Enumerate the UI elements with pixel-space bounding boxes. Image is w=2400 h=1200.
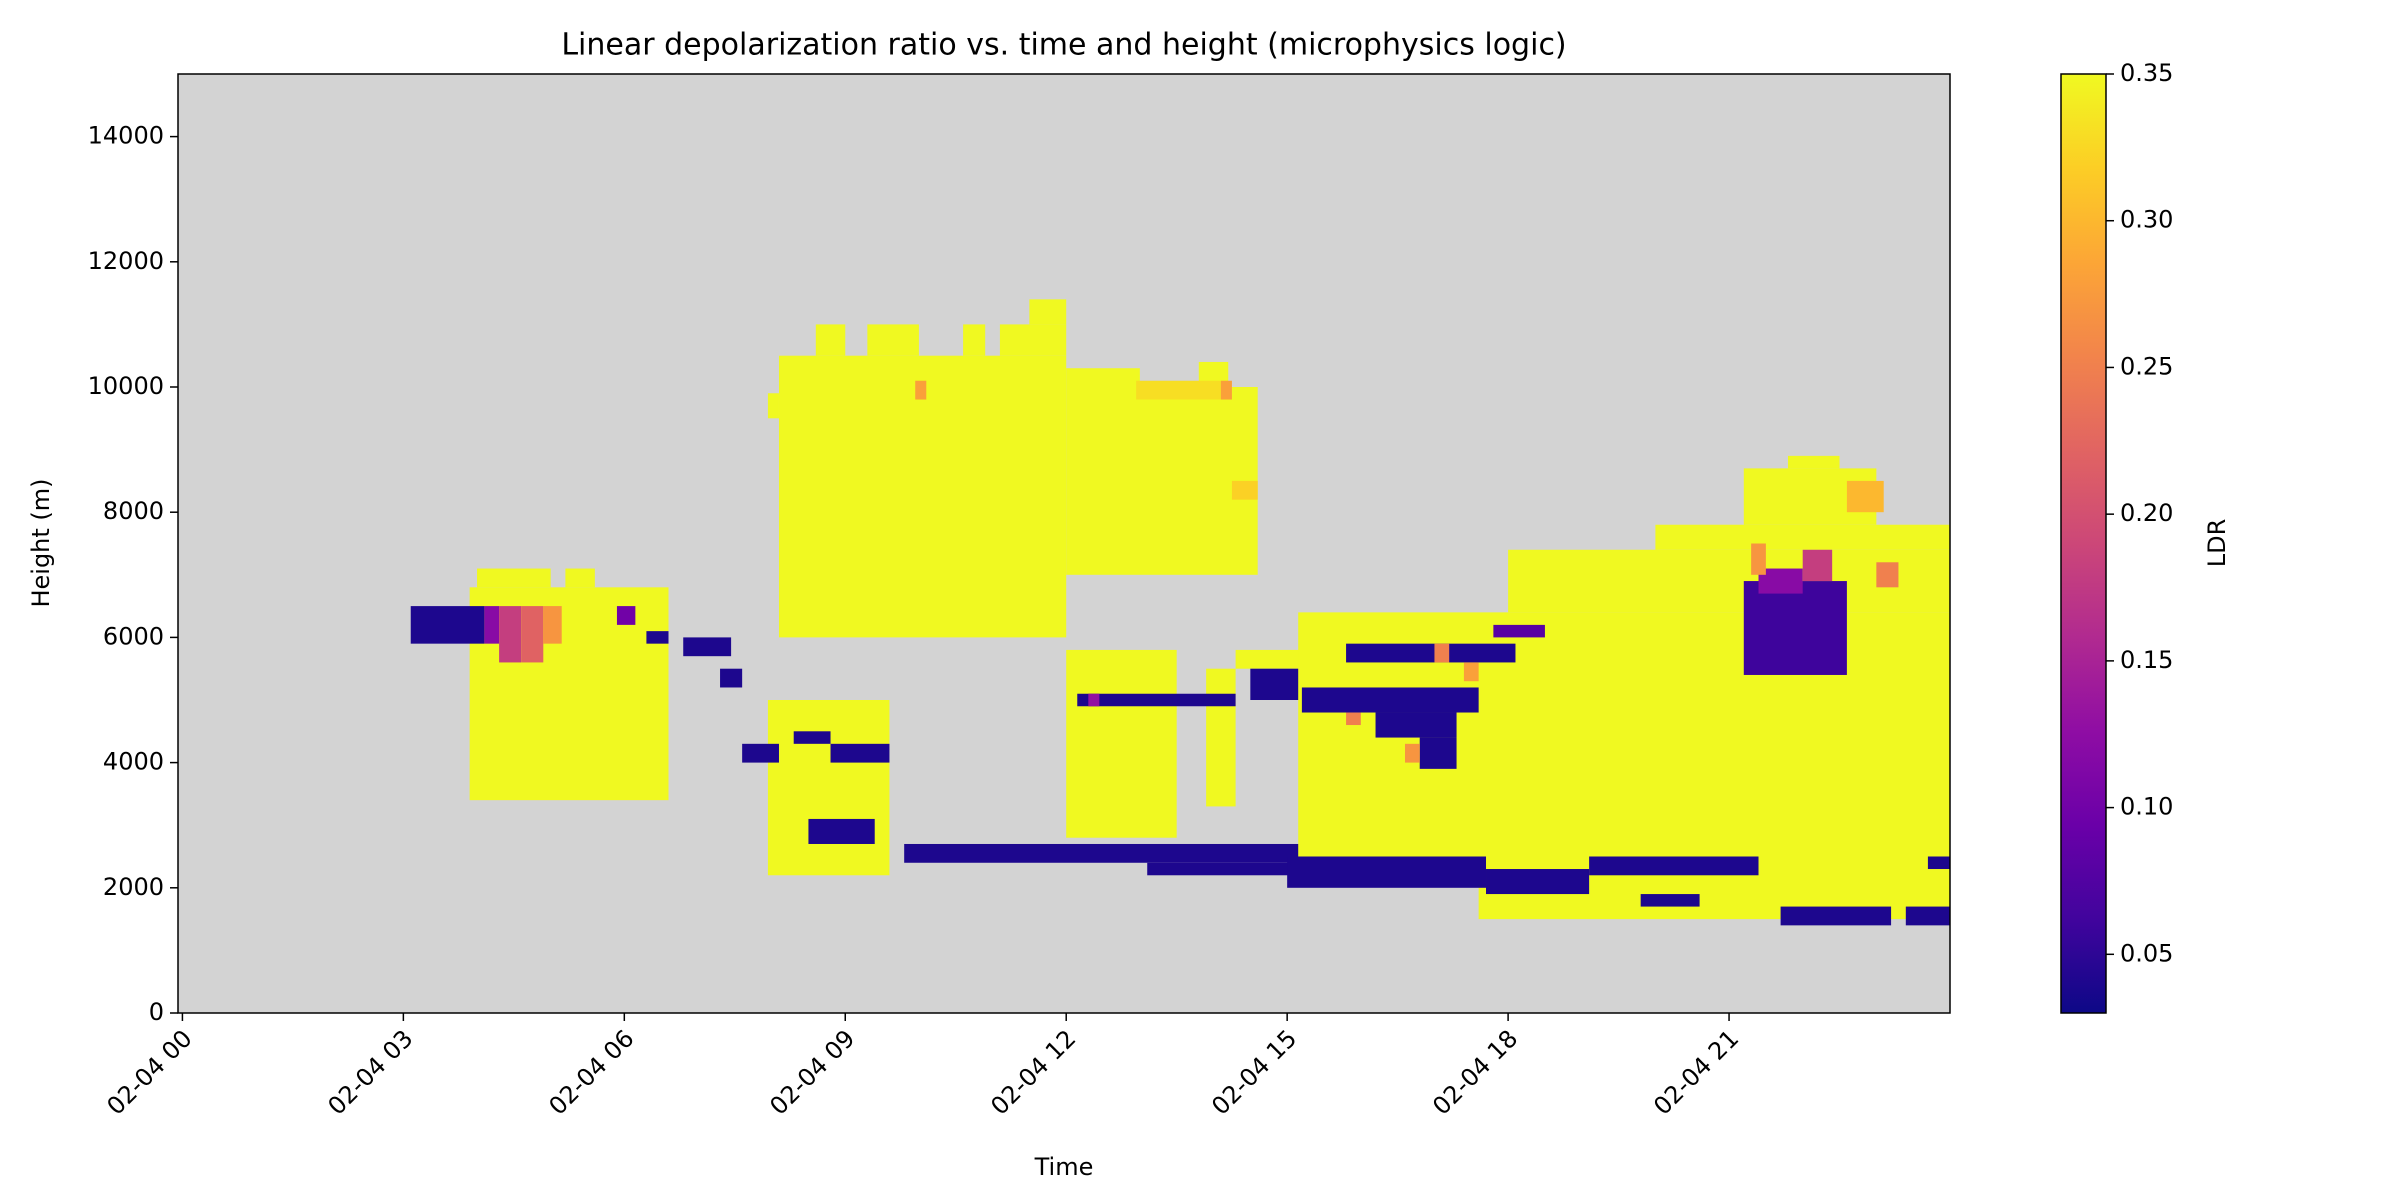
heatmap-cell: [1780, 906, 1892, 926]
heatmap-cell: [1493, 624, 1545, 638]
x-tick-label: 02-04 09: [764, 1024, 860, 1120]
heatmap-cell: [1235, 649, 1302, 669]
x-tick-label: 02-04 06: [543, 1024, 639, 1120]
heatmap-cell: [1066, 368, 1140, 387]
heatmap-cell: [778, 355, 1067, 638]
colorbar-tick-label: 0.05: [2120, 939, 2173, 967]
heatmap-cell: [1589, 856, 1759, 876]
heatmap-cell: [1066, 649, 1177, 838]
heatmap: [410, 299, 1950, 926]
heatmap-cell: [1029, 299, 1067, 325]
heatmap-cell: [808, 818, 875, 844]
heatmap-cell: [1066, 387, 1258, 575]
heatmap-cell: [683, 637, 732, 657]
heatmap-cell: [1404, 743, 1420, 763]
heatmap-cell: [1231, 480, 1258, 500]
y-tick-label: 0: [149, 998, 164, 1026]
y-tick-label: 4000: [103, 748, 164, 776]
heatmap-cell: [1434, 643, 1450, 663]
heatmap-cell: [1802, 549, 1833, 582]
heatmap-cell: [915, 380, 927, 400]
colorbar-tick-label: 0.25: [2120, 352, 2173, 380]
x-tick-label: 02-04 03: [322, 1024, 418, 1120]
heatmap-cell: [1077, 693, 1236, 707]
heatmap-cell: [1876, 562, 1899, 588]
x-axis-label: Time: [1034, 1153, 1094, 1181]
heatmap-cell: [543, 606, 562, 644]
heatmap-cell: [499, 606, 522, 663]
heatmap-cell: [793, 731, 831, 744]
plot-frame: [177, 73, 1951, 1014]
heatmap-cell: [1346, 712, 1361, 726]
heatmap-cell: [963, 324, 986, 356]
heatmap-cell: [1136, 380, 1221, 400]
heatmap-cell: [1486, 869, 1590, 895]
y-axis-label: Height (m): [27, 478, 55, 607]
x-tick-label: 02-04 00: [102, 1024, 198, 1120]
heatmap-cell: [1287, 856, 1487, 888]
heatmap-cell: [1905, 906, 1950, 926]
heatmap-cell: [1751, 543, 1766, 575]
x-tick-label: 02-04 15: [1206, 1024, 1302, 1120]
heatmap-cell: [815, 324, 846, 356]
y-tick-label: 10000: [88, 372, 164, 400]
colorbar-tick-label: 0.20: [2120, 499, 2173, 527]
heatmap-cell: [1301, 687, 1479, 713]
heatmap-cell: [1220, 380, 1232, 400]
x-tick-label: 02-04 18: [1427, 1024, 1523, 1120]
heatmap-cell: [904, 843, 1310, 863]
heatmap-cell: [1640, 894, 1700, 907]
heatmap-cell: [1147, 862, 1310, 876]
heatmap-cell: [1787, 455, 1840, 469]
x-tick-label: 02-04 12: [985, 1024, 1081, 1120]
heatmap-cell: [521, 606, 544, 663]
heatmap-cell: [742, 743, 779, 763]
y-tick-label: 2000: [103, 873, 164, 901]
x-tick-label: 02-04 21: [1648, 1024, 1744, 1120]
heatmap-cell: [999, 324, 1067, 356]
heatmap-cell: [1375, 712, 1457, 738]
heatmap-cell: [1846, 480, 1884, 513]
heatmap-cell: [1463, 662, 1479, 682]
heatmap-cell: [1088, 693, 1100, 707]
heatmap-cell: [1655, 524, 1950, 550]
y-tick-label: 14000: [88, 122, 164, 150]
chart-title: Linear depolarization ratio vs. time and…: [561, 28, 1566, 63]
heatmap-cell: [616, 606, 636, 625]
heatmap-cell: [484, 606, 500, 644]
heatmap-cell: [767, 393, 779, 419]
heatmap-cell: [1743, 581, 1847, 675]
heatmap-cell: [1346, 643, 1516, 663]
colorbar-tick-label: 0.15: [2120, 646, 2173, 674]
y-tick-label: 8000: [103, 497, 164, 525]
heatmap-cell: [565, 568, 595, 588]
heatmap-cell: [1206, 668, 1236, 807]
colorbar-tick-label: 0.30: [2120, 206, 2173, 234]
colorbar-tick-label: 0.10: [2120, 793, 2173, 821]
colorbar-tick-label: 0.35: [2120, 59, 2173, 87]
heatmap-cell: [1927, 856, 1950, 870]
heatmap-cell: [1419, 737, 1457, 769]
heatmap-cell: [767, 700, 890, 876]
heatmap-cell: [867, 324, 919, 356]
y-tick-label: 6000: [103, 622, 164, 650]
y-tick-label: 12000: [88, 247, 164, 275]
heatmap-cell: [410, 606, 485, 644]
colorbar-label: LDR: [2203, 519, 2231, 568]
heatmap-cell: [830, 743, 890, 763]
heatmap-cell: [720, 668, 743, 688]
colorbar: [2060, 73, 2107, 1014]
heatmap-cell: [477, 568, 551, 588]
heatmap-cell: [646, 631, 669, 644]
